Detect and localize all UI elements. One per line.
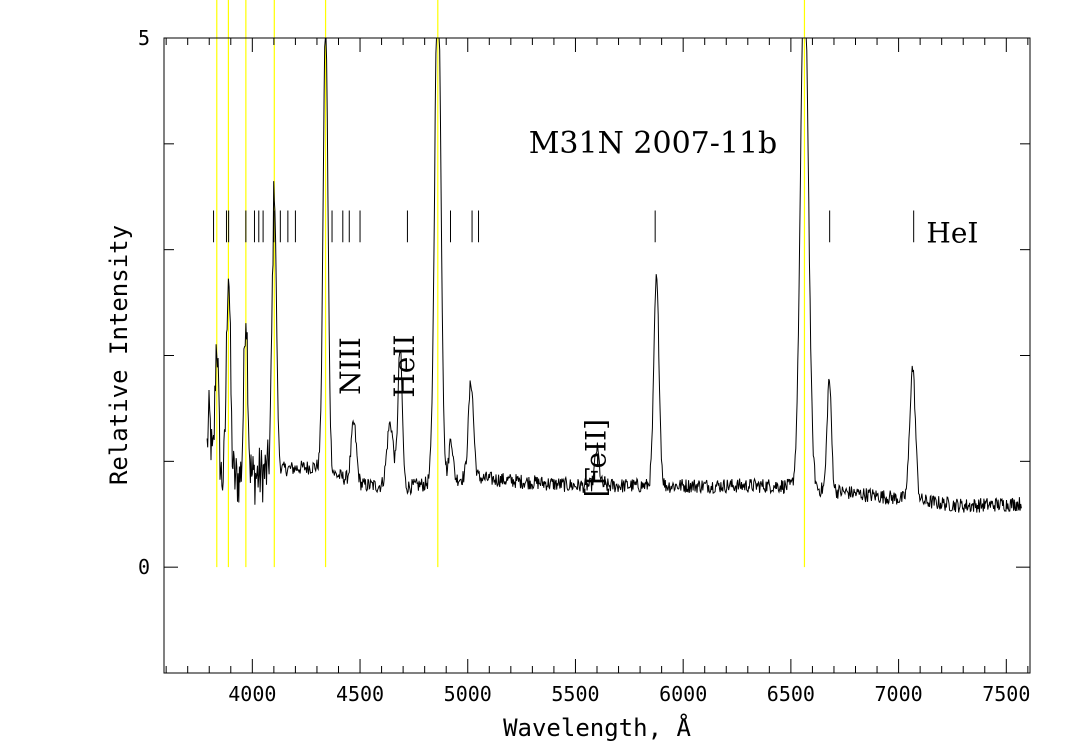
x-tick-label: 4000 [228,682,276,706]
x-tick-label: 5500 [551,682,599,706]
y-tick-label: 0 [138,555,150,579]
line-label: NIII [334,337,367,395]
x-tick-label: 5000 [444,682,492,706]
line-label: HeII [388,335,421,398]
chart-title: M31N 2007-11b [529,126,778,161]
line-identification-labels: NIII HeII [FeII] HeI [334,216,978,497]
x-tick-label: 7500 [982,682,1030,706]
y-tick-label: 5 [138,26,150,50]
x-tick-label: 6000 [659,682,707,706]
x-tick-label: 7000 [875,682,923,706]
x-tick-label: 6500 [767,682,815,706]
axis-ticks [164,37,1030,674]
x-tick-label: 4500 [336,682,384,706]
y-axis-label: Relative Intensity [105,225,133,485]
line-identification-marks [213,210,915,243]
x-axis-label: Wavelength, Å [503,713,691,742]
line-label: [FeII] [580,419,613,497]
line-label: HeI [926,216,978,249]
spectrum-line [206,37,1022,513]
reference-lines [216,0,806,568]
axis-tick-labels: 4000 4500 5000 5500 6000 6500 7000 7500 0 5 [138,26,1030,706]
